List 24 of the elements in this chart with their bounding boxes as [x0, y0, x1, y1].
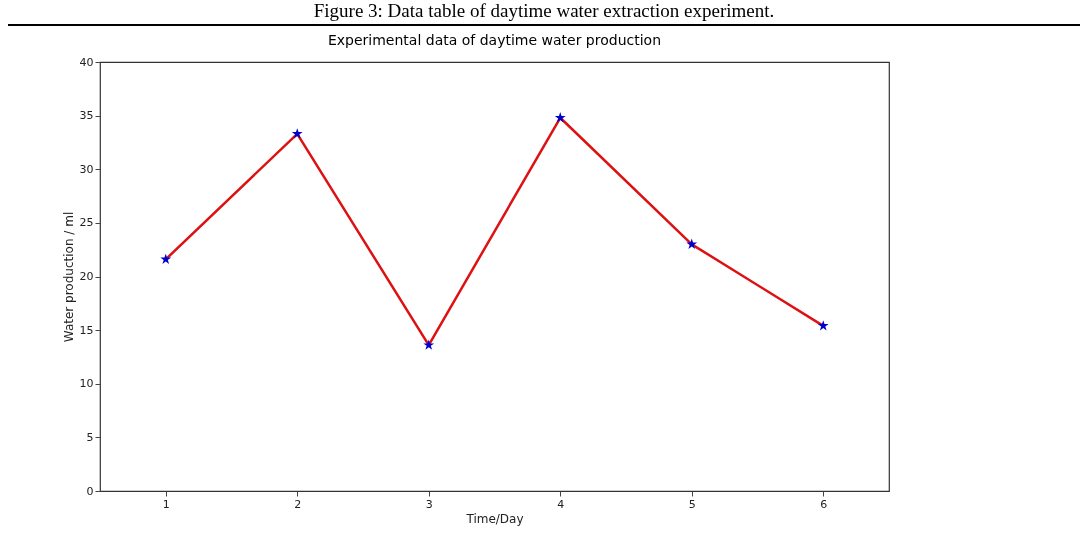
y-tick-label: 10 [79, 377, 94, 391]
x-tick-label: 6 [820, 497, 828, 511]
point [817, 320, 829, 331]
point [291, 128, 303, 139]
x-tick-label: 5 [688, 497, 696, 511]
y-tick-label: 5 [86, 430, 94, 444]
y-tick-label: 30 [79, 162, 94, 176]
caption: Figure 3: Data table of daytime water extraction experiment. [8, 0, 1080, 26]
x-tick-label: 4 [557, 497, 565, 511]
y-tick-label: 40 [79, 55, 94, 69]
y-tick-label: 20 [79, 270, 94, 283]
point [423, 339, 435, 350]
point [554, 112, 566, 123]
x-tick-label: 1 [162, 497, 170, 511]
x-axis-title: Time/Day [465, 511, 524, 526]
y-tick-label: 0 [86, 484, 94, 498]
y-axis-title: Water production / ml [61, 211, 76, 343]
x-tick-label: 2 [294, 497, 302, 511]
x-tick-label: 3 [425, 497, 433, 511]
y-tick-label: 25 [79, 216, 94, 230]
point [160, 253, 172, 264]
chart-title: Experimental data of daytime water production [327, 32, 662, 48]
y-tick-label: 35 [79, 109, 94, 123]
y-tick-label: 15 [79, 323, 94, 337]
